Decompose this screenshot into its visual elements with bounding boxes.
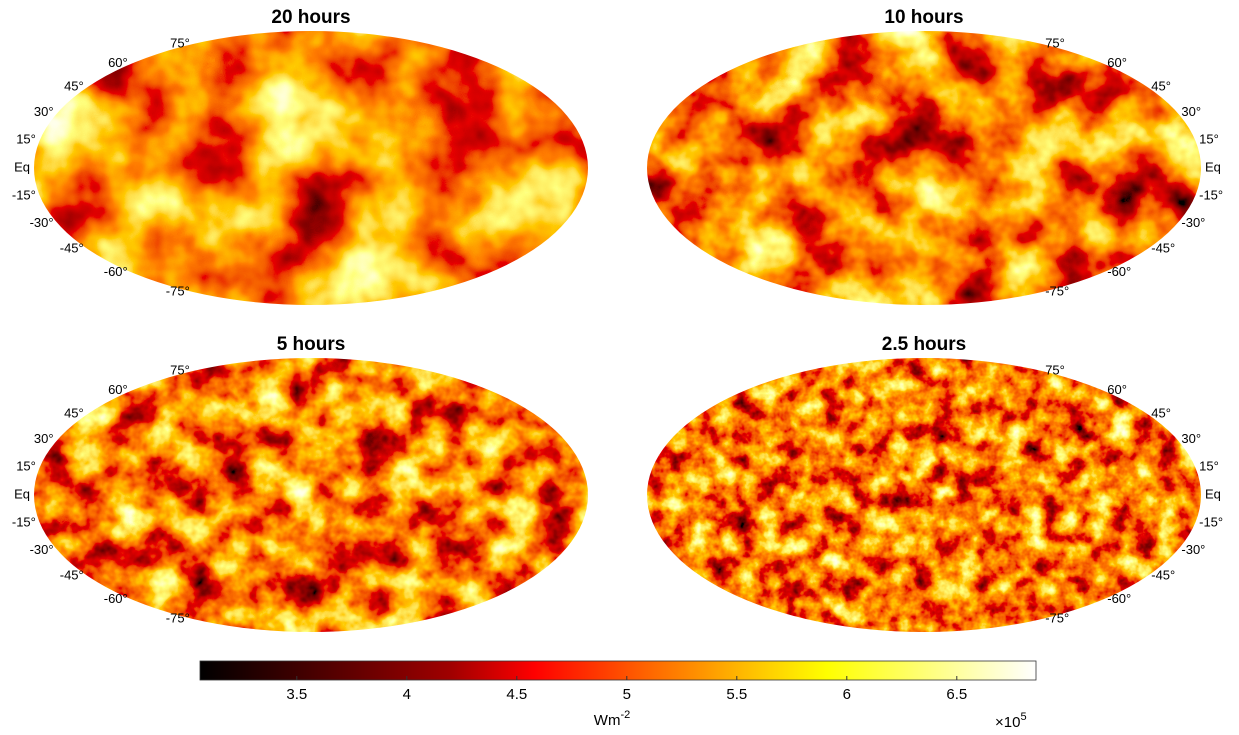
latitude-label: 45°: [1151, 78, 1171, 93]
colorbar: [199, 660, 1037, 681]
colorbar-label: Wm-2: [594, 709, 630, 729]
latitude-label: -60°: [104, 591, 128, 606]
colorbar-tick-label: 4: [403, 686, 411, 703]
colorbar-multiplier-base: ×10: [995, 714, 1020, 731]
latitude-label: 60°: [108, 55, 128, 70]
latitude-label: 60°: [108, 382, 128, 397]
panel-title: 20 hours: [271, 7, 350, 28]
colorbar-multiplier-sup: 5: [1020, 711, 1026, 723]
latitude-label: -15°: [12, 187, 36, 202]
latitude-label: 15°: [16, 458, 36, 473]
latitude-label: 15°: [1199, 131, 1219, 146]
latitude-label: -30°: [1181, 215, 1205, 230]
map-field: [647, 358, 1201, 632]
latitude-label: -30°: [30, 542, 54, 557]
latitude-label: -75°: [1045, 611, 1069, 626]
latitude-label: 45°: [64, 78, 84, 93]
latitude-label: -30°: [1181, 542, 1205, 557]
map-field: [34, 358, 588, 632]
latitude-label: -75°: [1045, 284, 1069, 299]
latitude-label: 60°: [1107, 55, 1127, 70]
latitude-label: -75°: [166, 611, 190, 626]
latitude-label: 75°: [170, 362, 190, 377]
latitude-label: Eq: [1205, 159, 1221, 174]
latitude-label: Eq: [1205, 486, 1221, 501]
latitude-label: 15°: [16, 131, 36, 146]
colorbar-label-sup: -2: [620, 709, 630, 721]
latitude-label: -60°: [104, 264, 128, 279]
latitude-label: -45°: [1151, 568, 1175, 583]
latitude-label: -75°: [166, 284, 190, 299]
colorbar-tick-label: 5.5: [726, 686, 747, 703]
latitude-label: 30°: [34, 104, 54, 119]
map-field: [647, 31, 1201, 305]
panel-title: 10 hours: [884, 7, 963, 28]
latitude-label: Eq: [14, 486, 30, 501]
latitude-label: 75°: [1045, 35, 1065, 50]
latitude-label: -60°: [1107, 264, 1131, 279]
latitude-label: -45°: [60, 568, 84, 583]
panel-title: 5 hours: [277, 334, 346, 355]
latitude-label: 75°: [170, 35, 190, 50]
colorbar-tick-label: 6: [843, 686, 851, 703]
colorbar-label-base: Wm: [594, 712, 621, 729]
latitude-label: 60°: [1107, 382, 1127, 397]
latitude-label: 30°: [34, 431, 54, 446]
colorbar-tick-label: 4.5: [506, 686, 527, 703]
latitude-label: 45°: [64, 405, 84, 420]
latitude-label: -60°: [1107, 591, 1131, 606]
panel-title: 2.5 hours: [882, 334, 966, 355]
latitude-label: 30°: [1181, 104, 1201, 119]
latitude-label: 75°: [1045, 362, 1065, 377]
colorbar-multiplier: ×105: [995, 711, 1027, 731]
latitude-label: -45°: [1151, 241, 1175, 256]
latitude-label: Eq: [14, 159, 30, 174]
map-field: [34, 31, 588, 305]
latitude-label: -45°: [60, 241, 84, 256]
latitude-label: -15°: [1199, 187, 1223, 202]
latitude-label: -15°: [1199, 514, 1223, 529]
latitude-label: -30°: [30, 215, 54, 230]
latitude-label: 15°: [1199, 458, 1219, 473]
latitude-label: 30°: [1181, 431, 1201, 446]
colorbar-tick-label: 5: [623, 686, 631, 703]
latitude-label: -15°: [12, 514, 36, 529]
colorbar-tick-label: 6.5: [946, 686, 967, 703]
colorbar-tick-label: 3.5: [286, 686, 307, 703]
latitude-label: 45°: [1151, 405, 1171, 420]
